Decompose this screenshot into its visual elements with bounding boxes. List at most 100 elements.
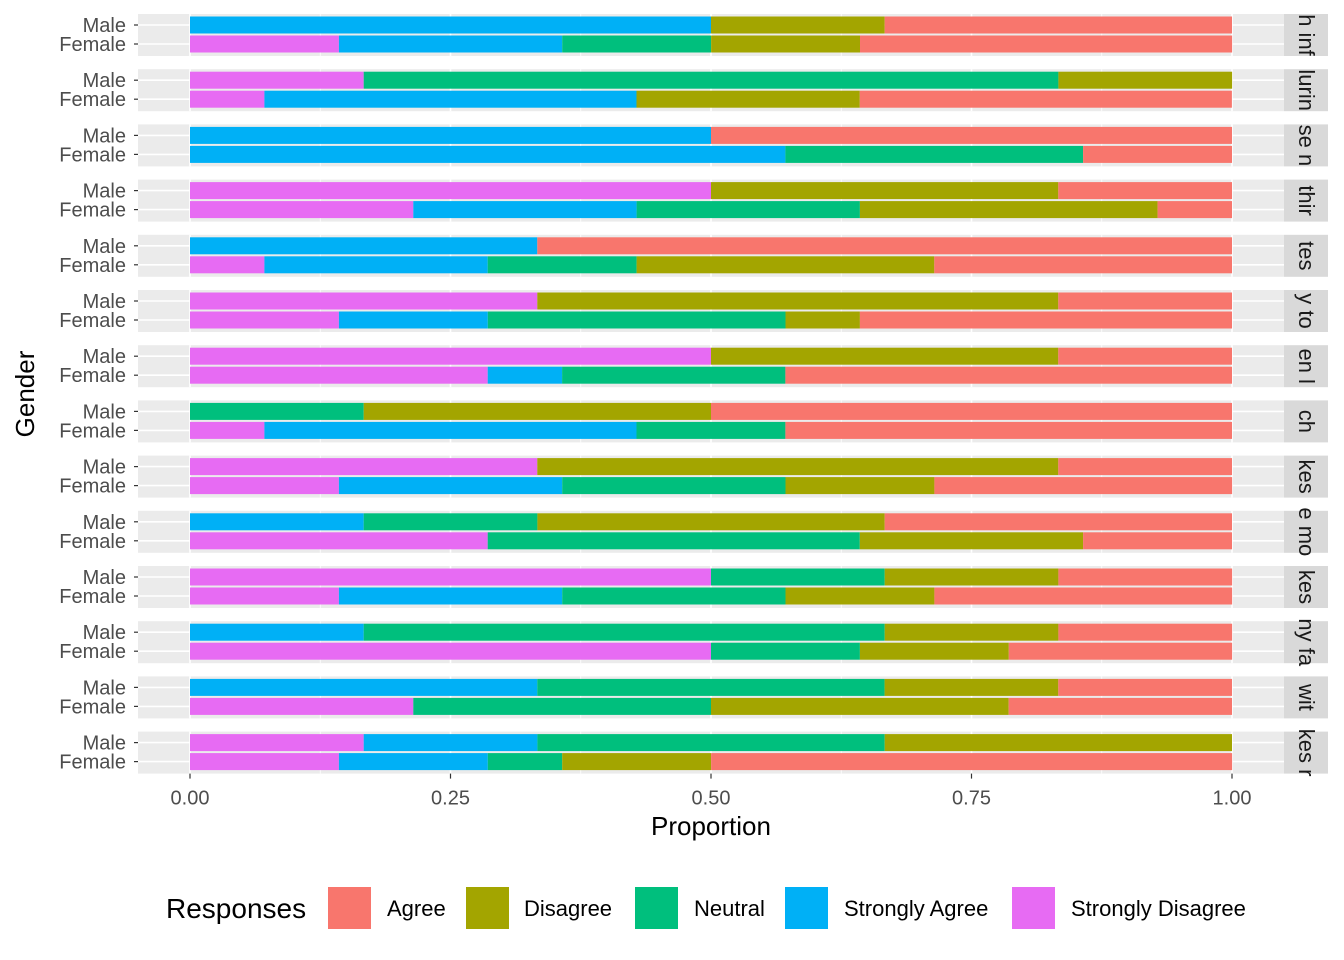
bar-segment <box>488 753 562 770</box>
legend-label: Neutral <box>694 896 765 921</box>
facet-strip-label: se n <box>1294 125 1319 167</box>
y-tick-label: Female <box>59 531 126 553</box>
bar-segment <box>190 367 488 384</box>
bar-segment <box>190 477 339 494</box>
bar-segment <box>190 256 264 273</box>
bar-segment <box>488 312 786 329</box>
bar-segment <box>190 734 364 751</box>
bar-segment <box>711 643 860 660</box>
bar-segment <box>488 532 860 549</box>
legend-key <box>328 887 371 929</box>
bar-segment <box>190 146 785 163</box>
legend-key <box>1012 887 1055 929</box>
bar-segment <box>1058 624 1232 641</box>
bar-segment <box>1009 698 1232 715</box>
bar-segment <box>190 348 711 365</box>
bar-segment <box>190 72 364 89</box>
bar-segment <box>1058 348 1232 365</box>
bar-segment <box>562 36 711 53</box>
bar-segment <box>785 146 1083 163</box>
facet-strip-label: kes <box>1294 570 1319 604</box>
bar-segment <box>537 679 884 696</box>
bar-segment <box>537 458 1058 475</box>
bar-segment <box>190 569 711 586</box>
y-tick-label: Female <box>59 144 126 166</box>
bar-segment <box>190 17 711 34</box>
bar-segment <box>537 513 884 530</box>
bar-segment <box>711 17 885 34</box>
x-axis-title: Proportion <box>651 811 771 841</box>
bar-segment <box>190 458 537 475</box>
bar-segment <box>637 256 935 273</box>
bar-segment <box>537 293 1058 310</box>
bar-segment <box>190 182 711 199</box>
bar-segment <box>711 36 860 53</box>
bar-segment <box>190 403 364 420</box>
y-tick-label: Female <box>59 255 126 277</box>
legend-label: Strongly Disagree <box>1071 896 1246 921</box>
y-tick-label: Female <box>59 34 126 56</box>
facet-strip-label: wit <box>1294 683 1319 711</box>
bar-segment <box>1009 643 1232 660</box>
bar-segment <box>190 624 364 641</box>
bar-segment <box>190 201 413 218</box>
facet-strip-label: y to <box>1294 293 1319 328</box>
y-tick-label: Female <box>59 420 126 442</box>
bar-segment <box>537 734 884 751</box>
legend: Responses Agree Disagree Neutral Strongly A… <box>166 887 1246 929</box>
bar-segment <box>339 36 562 53</box>
facet-panel: MaleFemale en l <box>59 345 1328 387</box>
bar-segment <box>636 91 859 108</box>
bar-segment <box>488 367 562 384</box>
legend-label: Agree <box>387 896 446 921</box>
facet-panel: MaleFemale tes <box>59 235 1328 277</box>
y-tick-label: Female <box>59 476 126 498</box>
bar-segment <box>711 698 1009 715</box>
bar-segment <box>711 127 1232 144</box>
y-tick-label: Female <box>59 641 126 663</box>
facet-panel: MaleFemale lurin <box>59 69 1328 111</box>
y-tick-label: Female <box>59 310 126 332</box>
bar-segment <box>786 312 860 329</box>
bar-segment <box>190 422 264 439</box>
bar-segment <box>190 679 537 696</box>
bar-segment <box>1058 293 1232 310</box>
legend-key <box>785 887 828 929</box>
y-tick-label: Female <box>59 200 126 222</box>
bar-segment <box>413 698 711 715</box>
bar-segment <box>537 237 1232 254</box>
bar-segment <box>860 201 1158 218</box>
bar-segment <box>562 367 785 384</box>
bar-segment <box>364 734 538 751</box>
legend-key <box>635 887 678 929</box>
x-tick-label: 0.00 <box>171 788 210 810</box>
bar-segment <box>562 477 785 494</box>
bar-segment <box>1083 532 1232 549</box>
bar-segment <box>637 201 860 218</box>
bar-segment <box>785 422 1232 439</box>
bar-segment <box>488 256 637 273</box>
bar-segment <box>190 237 537 254</box>
bar-segment <box>711 182 1058 199</box>
facet-panel: MaleFemale kes <box>59 456 1328 498</box>
bar-segment <box>860 36 1232 53</box>
bar-segment <box>711 348 1058 365</box>
bar-segment <box>190 293 537 310</box>
facet-strip-label: tes <box>1294 241 1319 270</box>
facet-strip-label: ch <box>1294 410 1319 433</box>
bar-segment <box>885 17 1232 34</box>
bar-segment <box>711 753 1232 770</box>
bar-segment <box>860 312 1232 329</box>
bar-segment <box>785 367 1232 384</box>
bar-segment <box>885 624 1059 641</box>
bar-segment <box>190 127 711 144</box>
legend-label: Strongly Agree <box>844 896 988 921</box>
bar-segment <box>413 201 636 218</box>
bar-segment <box>190 532 488 549</box>
facet-strip-label: lurin <box>1294 69 1319 111</box>
